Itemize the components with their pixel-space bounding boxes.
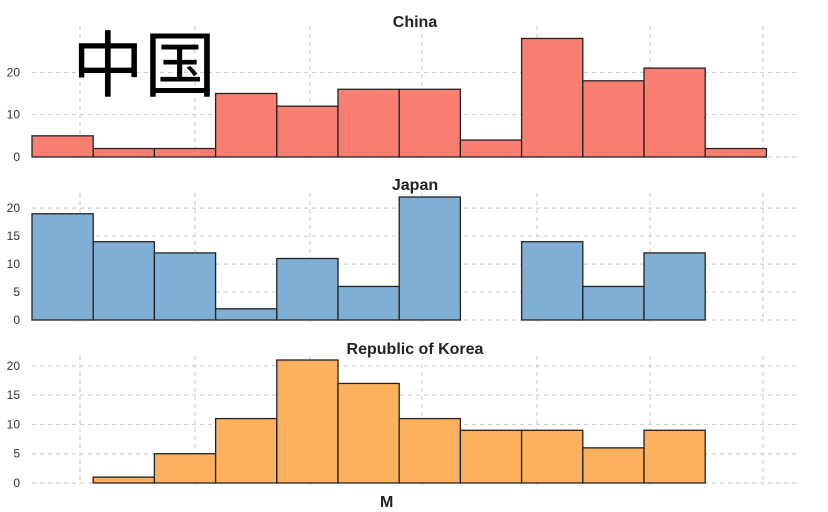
histogram-bar	[337, 88, 400, 158]
histogram-bar	[337, 382, 400, 484]
x-axis-label-partial: M	[380, 494, 394, 511]
histogram-bar	[398, 417, 462, 484]
panel-title: China	[393, 14, 438, 31]
histogram-bar	[31, 135, 94, 158]
histogram-bar	[398, 88, 462, 158]
panel-0: 0 10 20 China	[7, 14, 800, 164]
histogram-bar	[276, 359, 339, 484]
histogram-bar	[398, 196, 462, 321]
histogram-bar	[276, 257, 339, 321]
y-tick-label: 15	[7, 229, 21, 243]
histogram-bar	[276, 105, 339, 158]
overlay-chinese-label: 中国	[72, 24, 217, 108]
y-tick-label: 20	[7, 359, 21, 373]
histogram-bar	[582, 447, 645, 484]
y-tick-label: 10	[7, 108, 21, 122]
histogram-bar	[92, 476, 156, 484]
histogram-bar	[153, 147, 217, 158]
panel-title: Japan	[392, 177, 438, 194]
y-tick-label: 0	[13, 476, 20, 490]
histogram-bar	[31, 213, 94, 321]
histogram-bar	[520, 37, 584, 158]
histogram-bar	[92, 147, 156, 158]
y-tick-label: 10	[7, 257, 21, 271]
y-tick-label: 10	[7, 417, 21, 431]
y-tick-label: 0	[13, 150, 20, 164]
histogram-bar	[643, 429, 706, 484]
histogram-bar	[704, 147, 768, 158]
y-tick-label: 15	[7, 388, 21, 402]
y-tick-label: 20	[7, 201, 21, 215]
histogram-bar	[92, 241, 156, 321]
histogram-bar	[520, 241, 584, 321]
y-tick-label: 0	[13, 313, 20, 327]
histogram-bar	[153, 252, 217, 321]
histogram-bar	[214, 417, 278, 484]
panel-2: 0 5 10 15 20 Republic of Korea	[7, 341, 800, 490]
y-tick-label: 20	[7, 65, 21, 79]
histogram-bar	[153, 453, 217, 484]
histogram-bar	[214, 92, 278, 158]
panel-1: 0 5 10 15 20 Japan	[7, 177, 800, 327]
histogram-bar	[582, 80, 645, 158]
histogram-bar	[214, 308, 278, 321]
histogram-bar	[337, 285, 400, 321]
histogram-bar	[643, 252, 706, 321]
histogram-bar	[459, 429, 523, 484]
panel-title: Republic of Korea	[347, 341, 484, 358]
histogram-bar	[459, 139, 523, 158]
histogram-bar	[643, 67, 706, 158]
histogram-bar	[582, 285, 645, 321]
histogram-bar	[520, 429, 584, 484]
y-tick-label: 5	[13, 285, 20, 299]
y-tick-label: 5	[13, 447, 20, 461]
